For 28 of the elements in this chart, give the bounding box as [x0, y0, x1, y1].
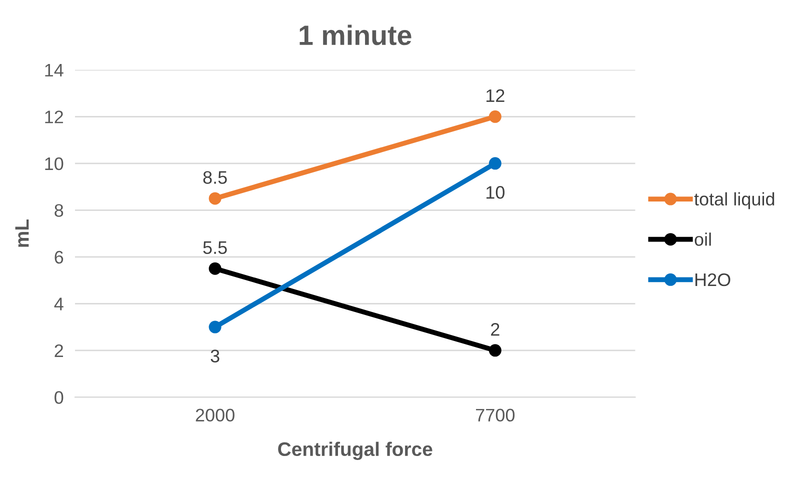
point	[488, 157, 502, 170]
x-axis-title: Centrifugal force	[278, 442, 432, 460]
data-label: 3	[210, 350, 220, 362]
legend-label: oil	[694, 232, 711, 246]
data-label: 5.5	[203, 241, 227, 254]
point	[488, 110, 502, 123]
y-tick-label: 0	[54, 391, 64, 404]
point	[208, 320, 222, 334]
y-tick-label: 2	[54, 344, 63, 357]
data-label: 12	[486, 89, 504, 102]
x-tick-label: 2000	[196, 408, 234, 422]
y-tick-label: 8	[54, 204, 64, 217]
data-label: 8.5	[203, 171, 227, 184]
y-tick-label: 14	[45, 64, 64, 76]
legend-label: total liquid	[694, 192, 774, 210]
chart-title: 1 minute	[300, 24, 412, 46]
data-label: 10	[486, 186, 504, 199]
point	[488, 344, 502, 357]
data-label: 2	[491, 323, 500, 336]
y-tick-label: 12	[45, 110, 63, 124]
x-tick-label: 7700	[476, 408, 515, 422]
y-tick-label: 4	[54, 298, 64, 310]
y-axis-title: mL	[15, 220, 29, 247]
y-tick-label: 10	[45, 157, 64, 170]
y-tick-label: 6	[54, 250, 64, 264]
point	[208, 262, 222, 275]
legend-label: H2O	[695, 273, 730, 286]
point	[208, 192, 222, 205]
